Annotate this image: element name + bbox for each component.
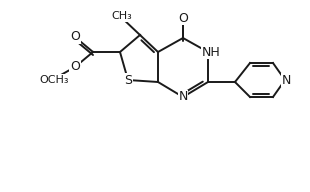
Text: O: O	[70, 31, 80, 44]
Text: S: S	[124, 74, 132, 87]
Text: O: O	[178, 12, 188, 25]
Text: OCH₃: OCH₃	[39, 75, 69, 85]
Text: N: N	[281, 74, 291, 87]
Text: O: O	[70, 60, 80, 74]
Text: NH: NH	[202, 46, 220, 59]
Text: N: N	[178, 90, 188, 103]
Text: CH₃: CH₃	[112, 11, 132, 21]
